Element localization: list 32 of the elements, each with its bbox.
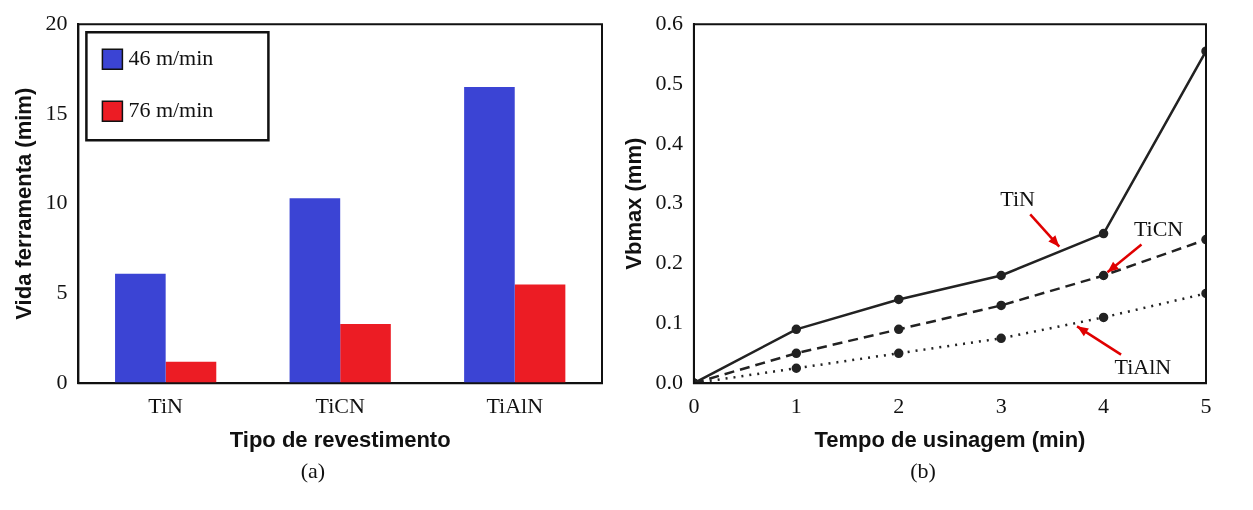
series-label: TiCN — [1133, 216, 1184, 242]
series-label: TiAlN — [1114, 354, 1172, 380]
text: (b) — [909, 458, 937, 484]
x-tick-label: TiAlN — [486, 393, 544, 419]
x-tick-label: TiCN — [315, 393, 365, 419]
x-tick-label: 1 — [790, 393, 802, 419]
y-tick-label: 0 — [56, 368, 68, 394]
x-tick-label: 5 — [1200, 393, 1212, 419]
y-tick-label: 0.2 — [655, 249, 683, 275]
y-tick-label: 0.6 — [655, 9, 683, 35]
y-tick-label: 0.5 — [655, 69, 683, 95]
x-tick-label: 4 — [1098, 393, 1110, 419]
x-axis-title: Tempo de usinagem (min) — [814, 426, 1086, 452]
y-tick-label: 15 — [45, 99, 68, 125]
legend-label: 46 m/min — [128, 44, 214, 70]
y-tick-label: 20 — [45, 9, 68, 35]
y-tick-label: 0.3 — [655, 189, 683, 215]
y-tick-label: 5 — [56, 279, 68, 305]
x-tick-label: 0 — [688, 393, 700, 419]
legend-label: 76 m/min — [128, 96, 214, 122]
x-tick-label: 2 — [893, 393, 905, 419]
x-tick-label: TiN — [148, 393, 184, 419]
y-tick-label: 10 — [45, 189, 68, 215]
y-tick-label: 0.1 — [655, 309, 683, 335]
text: (a) — [299, 458, 327, 484]
y-tick-label: 0.4 — [655, 129, 683, 155]
x-tick-label: 3 — [995, 393, 1007, 419]
x-axis-title: Tipo de revestimento — [229, 426, 451, 452]
text: TiN — [1000, 186, 1036, 212]
y-axis-title: Vbmax (mm) — [621, 137, 647, 270]
y-axis-title: Vida ferramenta (mim) — [11, 87, 37, 320]
y-tick-label: 0.0 — [655, 368, 683, 394]
